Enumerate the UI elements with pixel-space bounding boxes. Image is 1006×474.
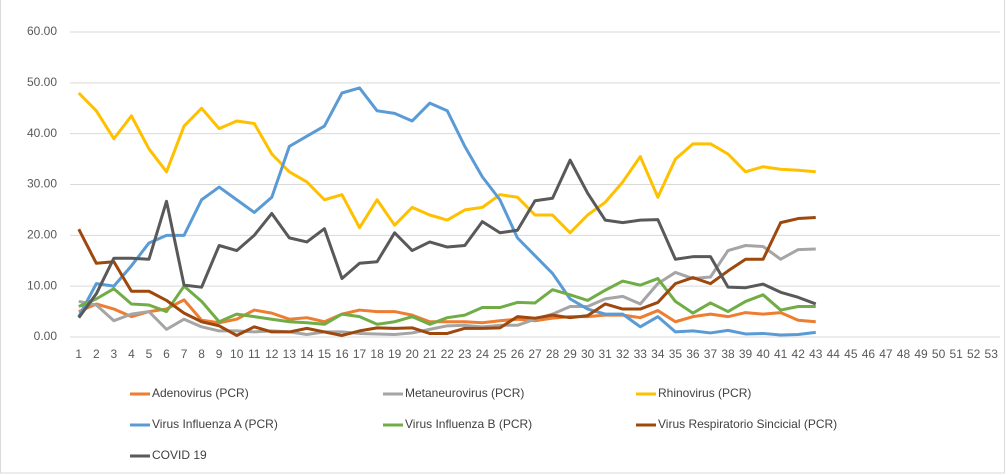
x-tick-label: 53 (985, 347, 999, 361)
x-tick-label: 42 (792, 347, 806, 361)
x-tick-label: 32 (616, 347, 630, 361)
x-tick-label: 47 (879, 347, 893, 361)
x-tick-label: 39 (739, 347, 753, 361)
x-tick-label: 51 (949, 347, 963, 361)
y-tick-label: 0.00 (34, 329, 58, 343)
x-tick-label: 19 (388, 347, 402, 361)
x-tick-label: 11 (248, 347, 261, 361)
x-tick-label: 4 (128, 347, 135, 361)
x-tick-label: 27 (528, 347, 542, 361)
legend-label: Virus Influenza B (PCR) (405, 417, 532, 431)
x-tick-label: 33 (634, 347, 648, 361)
x-tick-label: 23 (458, 347, 472, 361)
x-tick-label: 17 (353, 347, 367, 361)
x-tick-label: 25 (493, 347, 507, 361)
legend-label: Virus Influenza A (PCR) (152, 417, 278, 431)
x-tick-label: 31 (599, 347, 613, 361)
x-tick-label: 12 (265, 347, 279, 361)
x-tick-label: 15 (318, 347, 332, 361)
x-tick-label: 6 (163, 347, 170, 361)
series-line (77, 91, 816, 235)
legend-label: Virus Respiratorio Sincicial (PCR) (658, 417, 837, 431)
series-line (78, 277, 816, 326)
x-tick-label: 22 (441, 347, 455, 361)
x-tick-label: 1 (75, 347, 82, 361)
x-tick-label: 9 (216, 347, 223, 361)
x-tick-label: 24 (476, 347, 490, 361)
series-line (77, 216, 816, 337)
x-tick-label: 45 (844, 347, 858, 361)
x-tick-label: 28 (546, 347, 560, 361)
legend-label: COVID 19 (152, 448, 207, 462)
x-tick-label: 36 (686, 347, 700, 361)
legend-label: Adenovirus (PCR) (152, 386, 249, 400)
x-tick-label: 26 (511, 347, 525, 361)
x-tick-label: 48 (897, 347, 911, 361)
x-tick-label: 43 (809, 347, 823, 361)
y-tick-label: 50.00 (27, 75, 57, 89)
x-tick-label: 38 (721, 347, 735, 361)
x-tick-label: 44 (827, 347, 841, 361)
x-tick-label: 10 (230, 347, 244, 361)
x-tick-label: 14 (300, 347, 314, 361)
legend-label: Rhinovirus (PCR) (658, 386, 751, 400)
y-tick-label: 40.00 (27, 126, 57, 140)
x-tick-label: 52 (967, 347, 981, 361)
y-tick-label: 30.00 (27, 177, 57, 191)
x-tick-label: 34 (651, 347, 665, 361)
x-tick-label: 5 (146, 347, 153, 361)
x-tick-label: 30 (581, 347, 595, 361)
x-tick-label: 49 (914, 347, 928, 361)
x-tick-label: 35 (669, 347, 683, 361)
legend: Adenovirus (PCR) Metaneurovirus (PCR) Rhin… (130, 386, 837, 462)
x-tick-label: 50 (932, 347, 946, 361)
x-tick-label: 40 (756, 347, 770, 361)
x-tick-label: 2 (93, 347, 100, 361)
x-tick-label: 46 (862, 347, 876, 361)
x-tick-label: 37 (704, 347, 718, 361)
x-tick-label: 16 (335, 347, 349, 361)
x-tick-label: 8 (198, 347, 205, 361)
series-line (77, 86, 816, 337)
y-tick-label: 20.00 (27, 228, 57, 242)
y-tick-label: 60.00 (27, 24, 57, 38)
legend-label: Metaneurovirus (PCR) (405, 386, 524, 400)
series-line (77, 158, 817, 319)
x-tick-label: 20 (405, 347, 419, 361)
x-tick-label: 18 (370, 347, 384, 361)
x-tick-label: 41 (774, 347, 788, 361)
x-tick-label: 7 (181, 347, 188, 361)
x-tick-label: 3 (111, 347, 118, 361)
x-tick-label: 13 (283, 347, 297, 361)
y-tick-label: 10.00 (27, 278, 57, 292)
x-tick-label: 21 (423, 347, 437, 361)
x-tick-label: 29 (563, 347, 577, 361)
